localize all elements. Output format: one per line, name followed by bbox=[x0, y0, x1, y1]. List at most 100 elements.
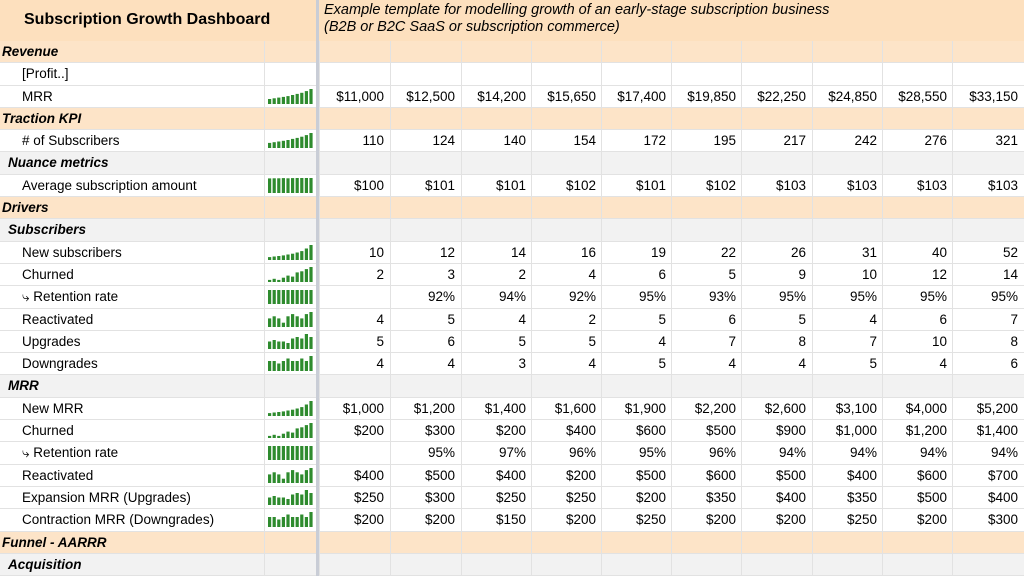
value-cell[interactable] bbox=[671, 531, 742, 553]
value-cell[interactable]: $33,150 bbox=[952, 85, 1024, 107]
value-cell[interactable]: 5 bbox=[531, 330, 602, 353]
value-cell[interactable]: $400 bbox=[952, 486, 1024, 509]
value-cell[interactable]: 7 bbox=[952, 308, 1024, 330]
value-cell[interactable]: 4 bbox=[461, 308, 532, 330]
value-cell[interactable]: $250 bbox=[812, 509, 883, 531]
value-cell[interactable]: 4 bbox=[812, 308, 883, 330]
value-cell[interactable] bbox=[531, 107, 602, 130]
value-cell[interactable] bbox=[531, 219, 602, 241]
value-cell[interactable]: $250 bbox=[531, 486, 602, 509]
value-cell[interactable] bbox=[741, 375, 812, 397]
sparkline-cell[interactable] bbox=[264, 107, 316, 130]
value-cell[interactable] bbox=[461, 152, 532, 174]
value-cell[interactable]: $400 bbox=[812, 464, 883, 486]
row-label[interactable]: Acquisition bbox=[8, 556, 82, 572]
value-cell[interactable] bbox=[741, 531, 812, 553]
value-cell[interactable]: 2 bbox=[319, 263, 390, 286]
value-cell[interactable] bbox=[601, 553, 672, 576]
sparkline-cell[interactable] bbox=[264, 442, 316, 464]
value-cell[interactable]: $400 bbox=[461, 464, 532, 486]
value-cell[interactable]: 95% bbox=[882, 286, 953, 308]
value-cell[interactable]: 4 bbox=[671, 353, 742, 375]
value-cell[interactable]: 95% bbox=[601, 442, 672, 464]
value-cell[interactable]: 94% bbox=[461, 286, 532, 308]
template-description[interactable]: Example template for modelling growth of… bbox=[324, 2, 829, 36]
value-cell[interactable]: $1,900 bbox=[601, 397, 672, 420]
row-label[interactable]: Downgrades bbox=[22, 356, 98, 372]
sparkline-cell[interactable] bbox=[264, 174, 316, 197]
value-cell[interactable]: 94% bbox=[741, 442, 812, 464]
value-cell[interactable] bbox=[531, 41, 602, 63]
sparkline-cell[interactable] bbox=[264, 263, 316, 286]
value-cell[interactable] bbox=[952, 553, 1024, 576]
value-cell[interactable]: 8 bbox=[741, 330, 812, 353]
value-cell[interactable]: 2 bbox=[461, 263, 532, 286]
value-cell[interactable]: 172 bbox=[601, 130, 672, 152]
sparkline-cell[interactable] bbox=[264, 464, 316, 486]
value-cell[interactable]: $1,400 bbox=[952, 420, 1024, 442]
value-cell[interactable] bbox=[952, 219, 1024, 241]
value-cell[interactable] bbox=[601, 197, 672, 219]
row-label[interactable]: Churned bbox=[22, 423, 74, 439]
value-cell[interactable] bbox=[390, 63, 461, 85]
value-cell[interactable]: $600 bbox=[882, 464, 953, 486]
value-cell[interactable]: 95% bbox=[952, 286, 1024, 308]
row-label[interactable]: [Profit..] bbox=[22, 66, 69, 82]
value-cell[interactable]: 6 bbox=[952, 353, 1024, 375]
value-cell[interactable] bbox=[390, 553, 461, 576]
value-cell[interactable] bbox=[601, 531, 672, 553]
value-cell[interactable]: 12 bbox=[390, 241, 461, 263]
value-cell[interactable]: $600 bbox=[601, 420, 672, 442]
value-cell[interactable] bbox=[319, 197, 390, 219]
value-cell[interactable]: 94% bbox=[952, 442, 1024, 464]
value-cell[interactable] bbox=[319, 107, 390, 130]
value-cell[interactable] bbox=[882, 63, 953, 85]
value-cell[interactable]: 94% bbox=[882, 442, 953, 464]
row-label[interactable]: Upgrades bbox=[22, 333, 81, 349]
value-cell[interactable]: 4 bbox=[741, 353, 812, 375]
value-cell[interactable] bbox=[531, 63, 602, 85]
sparkline-cell[interactable] bbox=[264, 308, 316, 330]
value-cell[interactable] bbox=[812, 107, 883, 130]
value-cell[interactable] bbox=[812, 197, 883, 219]
value-cell[interactable] bbox=[390, 219, 461, 241]
value-cell[interactable] bbox=[319, 553, 390, 576]
value-cell[interactable]: 10 bbox=[882, 330, 953, 353]
row-label[interactable]: Revenue bbox=[2, 44, 59, 59]
value-cell[interactable]: 5 bbox=[319, 330, 390, 353]
value-cell[interactable] bbox=[671, 152, 742, 174]
value-cell[interactable] bbox=[671, 219, 742, 241]
value-cell[interactable]: $101 bbox=[601, 174, 672, 197]
sparkline-cell[interactable] bbox=[264, 41, 316, 63]
row-label[interactable]: Churned bbox=[22, 266, 74, 282]
value-cell[interactable]: 242 bbox=[812, 130, 883, 152]
value-cell[interactable] bbox=[601, 152, 672, 174]
value-cell[interactable] bbox=[390, 197, 461, 219]
value-cell[interactable]: 96% bbox=[671, 442, 742, 464]
value-cell[interactable]: $250 bbox=[601, 509, 672, 531]
value-cell[interactable]: $300 bbox=[390, 420, 461, 442]
value-cell[interactable]: 276 bbox=[882, 130, 953, 152]
value-cell[interactable]: $200 bbox=[390, 509, 461, 531]
value-cell[interactable]: 14 bbox=[461, 241, 532, 263]
value-cell[interactable] bbox=[319, 286, 390, 308]
value-cell[interactable]: 6 bbox=[882, 308, 953, 330]
value-cell[interactable]: $101 bbox=[461, 174, 532, 197]
value-cell[interactable] bbox=[882, 219, 953, 241]
value-cell[interactable] bbox=[882, 197, 953, 219]
value-cell[interactable] bbox=[319, 63, 390, 85]
value-cell[interactable]: 8 bbox=[952, 330, 1024, 353]
value-cell[interactable]: 95% bbox=[812, 286, 883, 308]
value-cell[interactable] bbox=[601, 41, 672, 63]
sparkline-cell[interactable] bbox=[264, 130, 316, 152]
value-cell[interactable]: $900 bbox=[741, 420, 812, 442]
value-cell[interactable]: 9 bbox=[741, 263, 812, 286]
value-cell[interactable] bbox=[952, 197, 1024, 219]
value-cell[interactable]: $250 bbox=[319, 486, 390, 509]
value-cell[interactable]: $300 bbox=[390, 486, 461, 509]
value-cell[interactable] bbox=[671, 197, 742, 219]
value-cell[interactable]: $500 bbox=[671, 420, 742, 442]
value-cell[interactable]: $12,500 bbox=[390, 85, 461, 107]
value-cell[interactable]: 4 bbox=[531, 263, 602, 286]
value-cell[interactable]: 4 bbox=[319, 353, 390, 375]
